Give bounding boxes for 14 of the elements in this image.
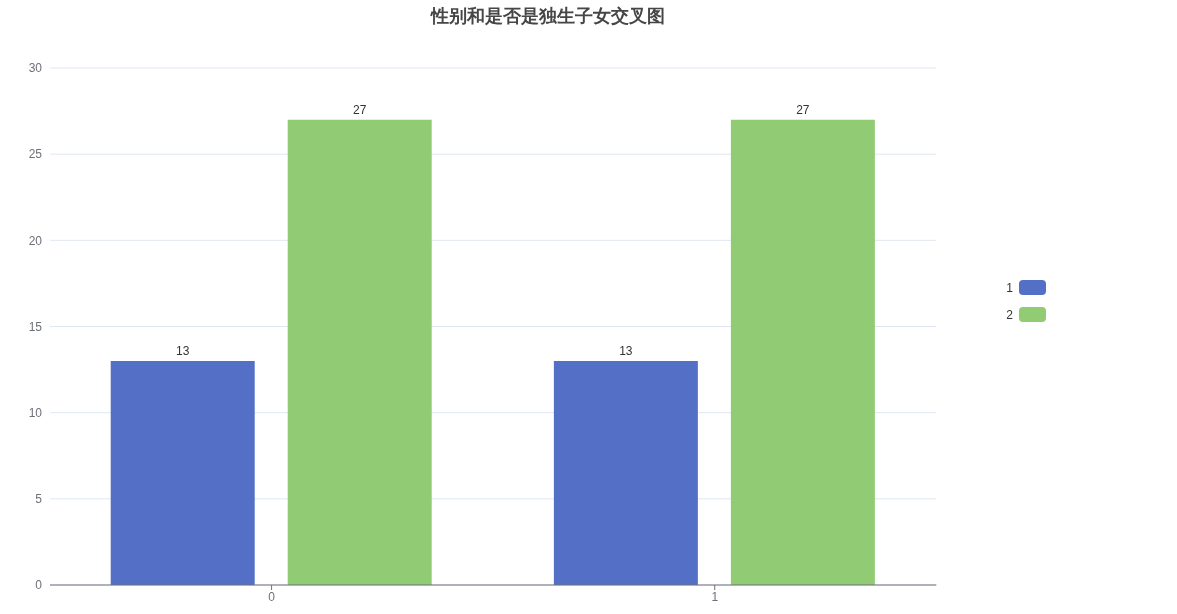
- y-tick-label: 25: [28, 147, 43, 162]
- y-tick-label: 15: [28, 319, 43, 334]
- data-label: 13: [619, 343, 633, 358]
- y-tick-label: 10: [28, 405, 43, 420]
- y-tick-label: 20: [28, 233, 43, 248]
- legend-label: 1: [1006, 280, 1013, 295]
- y-tick-label: 0: [35, 578, 43, 593]
- chart-title: 性别和是否是独生子女交叉图: [429, 5, 666, 28]
- y-tick-label: 5: [35, 492, 43, 507]
- data-label: 13: [176, 343, 190, 358]
- data-label: 27: [796, 102, 810, 117]
- y-tick-label: 30: [28, 61, 43, 76]
- legend-label: 2: [1006, 307, 1013, 322]
- data-label: 27: [353, 102, 367, 117]
